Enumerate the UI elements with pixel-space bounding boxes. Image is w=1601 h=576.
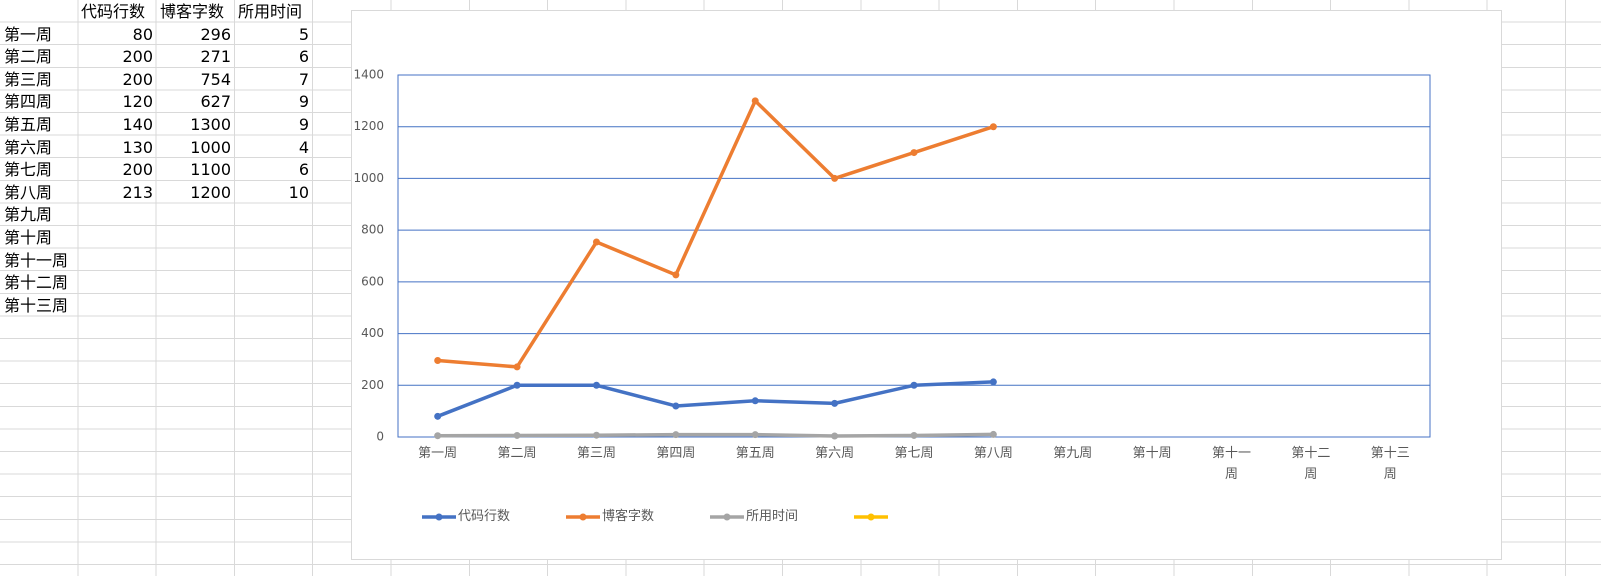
series-line [437, 380, 994, 418]
legend-swatch-dot [723, 513, 731, 521]
legend-label: 所用时间 [746, 509, 799, 524]
data-point [910, 381, 918, 389]
row-label: 第十三周 [4, 295, 69, 315]
data-cell: 271 [200, 47, 231, 67]
x-tick-label: 第十周 [1132, 446, 1172, 461]
data-point [989, 378, 997, 386]
data-point [434, 412, 442, 420]
y-tick-label: 1400 [353, 68, 384, 82]
column-header: 代码行数 [81, 2, 146, 21]
legend-swatch-dot [867, 513, 875, 521]
y-tick-label: 1000 [353, 171, 384, 185]
data-cell: 120 [122, 92, 153, 112]
data-point [672, 431, 680, 439]
legend-label: 代码行数 [458, 509, 511, 524]
legend-swatch-dot [435, 513, 443, 521]
data-cell: 1300 [190, 115, 231, 134]
legend-label: 博客字数 [602, 509, 655, 524]
row-label: 第一周 [4, 24, 53, 44]
row-label: 第十一周 [4, 250, 69, 270]
data-cell: 1200 [190, 182, 231, 202]
row-label: 第十二周 [4, 273, 69, 293]
y-tick-label: 600 [361, 274, 384, 288]
data-cell: 296 [200, 24, 231, 44]
data-point [831, 174, 839, 182]
data-cell: 213 [122, 182, 153, 202]
data-point [592, 431, 600, 439]
row-label: 第五周 [4, 115, 53, 134]
row-label: 第四周 [4, 92, 53, 112]
column-header: 博客字数 [160, 2, 225, 21]
x-tick-label: 第七周 [894, 446, 934, 461]
data-point [513, 381, 521, 389]
x-tick-label: 第十一周 [1212, 446, 1252, 482]
data-point [751, 397, 759, 405]
data-cell: 9 [298, 92, 309, 112]
y-tick-label: 800 [361, 223, 384, 237]
data-cell: 4 [298, 137, 309, 157]
series-line [437, 99, 994, 369]
data-cell: 140 [122, 115, 153, 134]
x-tick-label: 第十三周 [1370, 446, 1410, 482]
data-point [434, 432, 442, 440]
data-cell: 10 [288, 182, 309, 202]
data-cell: 1100 [190, 160, 231, 180]
y-tick-label: 0 [376, 430, 384, 444]
data-cell: 80 [132, 24, 153, 44]
y-tick-label: 200 [361, 378, 384, 392]
data-cell: 5 [298, 24, 309, 44]
data-point [434, 356, 442, 364]
x-tick-label: 第五周 [735, 446, 775, 461]
data-point [831, 432, 839, 440]
data-point [910, 431, 918, 439]
series-line [437, 432, 994, 438]
x-tick-label: 第十二周 [1291, 446, 1331, 482]
data-cell: 6 [298, 160, 309, 180]
y-tick-label: 400 [361, 326, 384, 340]
row-label: 第七周 [4, 160, 53, 180]
data-point [989, 123, 997, 131]
column-header: 所用时间 [238, 2, 303, 21]
data-cell: 200 [122, 47, 153, 67]
data-point [672, 402, 680, 410]
x-tick-label: 第八周 [973, 446, 1013, 461]
row-label: 第九周 [4, 205, 53, 225]
data-cell: 754 [200, 69, 231, 89]
data-point [513, 431, 521, 439]
data-point [513, 363, 521, 371]
x-tick-label: 第九周 [1053, 446, 1093, 461]
data-cell: 9 [298, 115, 309, 134]
row-label: 第六周 [4, 137, 53, 157]
data-point [592, 381, 600, 389]
data-cell: 200 [122, 160, 153, 180]
data-point [672, 271, 680, 279]
row-label: 第十周 [4, 228, 53, 247]
x-tick-label: 第三周 [576, 446, 616, 461]
data-point [910, 149, 918, 157]
data-cell: 627 [200, 92, 231, 112]
x-tick-label: 第二周 [497, 446, 537, 461]
data-cell: 200 [122, 69, 153, 89]
chart-plot: 0 200 400 600 800 1000 1200 1400 [353, 68, 1431, 521]
row-label: 第三周 [4, 69, 53, 89]
data-point [831, 399, 839, 407]
x-tick-label: 第六周 [815, 446, 855, 461]
data-point [751, 431, 759, 439]
row-label: 第八周 [4, 182, 53, 202]
data-point [989, 430, 997, 438]
data-cell: 130 [122, 137, 153, 157]
legend-swatch-dot [579, 513, 587, 521]
data-cell: 1000 [190, 137, 231, 157]
row-label: 第二周 [4, 47, 53, 67]
chart[interactable]: 0 200 400 600 800 1000 1200 1400 第一周 第二周 第三周 第四周 第五… [351, 10, 1502, 560]
data-cell: 6 [298, 47, 309, 67]
data-cell: 7 [298, 69, 309, 89]
y-tick-label: 1200 [353, 119, 384, 133]
x-tick-label: 第一周 [418, 446, 458, 461]
x-tick-label: 第四周 [656, 446, 696, 461]
data-point [751, 97, 759, 105]
data-point [592, 238, 600, 246]
